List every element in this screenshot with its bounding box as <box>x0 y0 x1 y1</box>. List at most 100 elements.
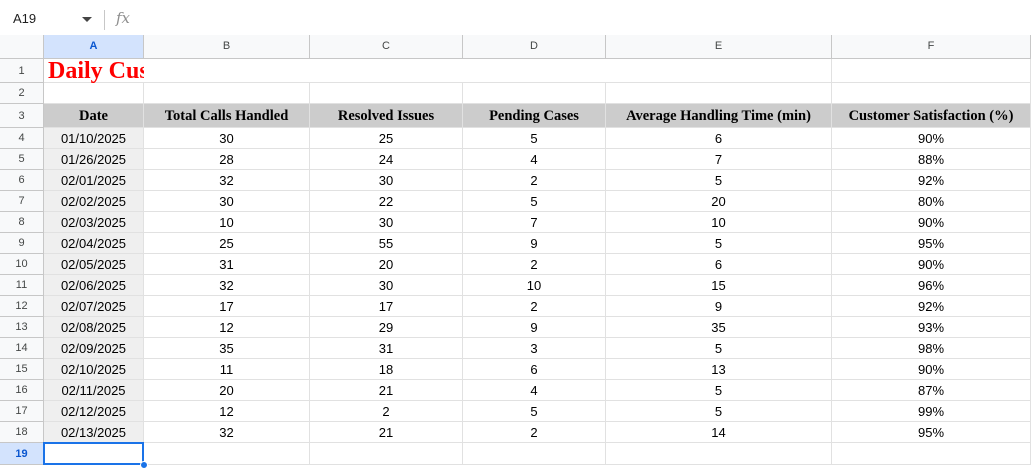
cell-d19[interactable] <box>463 443 606 465</box>
row-header-7[interactable]: 7 <box>0 191 44 212</box>
data-cell[interactable]: 5 <box>463 128 606 149</box>
data-cell[interactable]: 9 <box>463 317 606 338</box>
data-cell[interactable]: 25 <box>144 233 310 254</box>
cell-c19[interactable] <box>310 443 463 465</box>
row-header-16[interactable]: 16 <box>0 380 44 401</box>
row-header-3[interactable]: 3 <box>0 104 44 128</box>
cell-a2[interactable] <box>44 83 144 104</box>
data-cell[interactable]: 30 <box>310 275 463 296</box>
column-title-2[interactable]: Total Calls Handled <box>144 104 310 128</box>
data-cell[interactable]: 30 <box>144 128 310 149</box>
cell-f1[interactable] <box>832 59 1031 83</box>
data-cell[interactable]: 80% <box>832 191 1031 212</box>
data-cell[interactable]: 5 <box>606 170 832 191</box>
data-cell[interactable]: 92% <box>832 296 1031 317</box>
cell-f2[interactable] <box>832 83 1031 104</box>
row-header-5[interactable]: 5 <box>0 149 44 170</box>
fill-handle[interactable] <box>140 461 148 469</box>
cell-d2[interactable] <box>463 83 606 104</box>
data-cell[interactable]: 10 <box>463 275 606 296</box>
row-header-8[interactable]: 8 <box>0 212 44 233</box>
cell-c2[interactable] <box>310 83 463 104</box>
data-cell[interactable]: 7 <box>606 149 832 170</box>
data-cell[interactable]: 5 <box>606 233 832 254</box>
select-all-corner[interactable] <box>0 35 44 59</box>
data-cell[interactable]: 9 <box>606 296 832 317</box>
row-header-19[interactable]: 19 <box>0 443 44 465</box>
data-cell[interactable]: 32 <box>144 170 310 191</box>
date-cell[interactable]: 02/08/2025 <box>44 317 144 338</box>
data-cell[interactable]: 96% <box>832 275 1031 296</box>
data-cell[interactable]: 10 <box>144 212 310 233</box>
data-cell[interactable]: 90% <box>832 359 1031 380</box>
date-cell[interactable]: 02/06/2025 <box>44 275 144 296</box>
data-cell[interactable]: 95% <box>832 422 1031 443</box>
data-cell[interactable]: 93% <box>832 317 1031 338</box>
data-cell[interactable]: 11 <box>144 359 310 380</box>
column-title-3[interactable]: Resolved Issues <box>310 104 463 128</box>
data-cell[interactable]: 5 <box>463 191 606 212</box>
data-cell[interactable]: 4 <box>463 149 606 170</box>
data-cell[interactable]: 14 <box>606 422 832 443</box>
data-cell[interactable]: 92% <box>832 170 1031 191</box>
data-cell[interactable]: 21 <box>310 380 463 401</box>
date-cell[interactable]: 02/13/2025 <box>44 422 144 443</box>
data-cell[interactable]: 30 <box>310 170 463 191</box>
row-header-10[interactable]: 10 <box>0 254 44 275</box>
date-cell[interactable]: 02/02/2025 <box>44 191 144 212</box>
report-title[interactable]: Daily Customer Service Performance Repor… <box>44 59 507 83</box>
cell-d1[interactable] <box>463 59 606 83</box>
data-cell[interactable]: 32 <box>144 275 310 296</box>
row-header-15[interactable]: 15 <box>0 359 44 380</box>
data-cell[interactable]: 5 <box>606 380 832 401</box>
data-cell[interactable]: 90% <box>832 212 1031 233</box>
data-cell[interactable]: 90% <box>832 128 1031 149</box>
data-cell[interactable]: 6 <box>606 254 832 275</box>
data-cell[interactable]: 12 <box>144 317 310 338</box>
cell-b1[interactable] <box>144 59 310 83</box>
data-cell[interactable]: 3 <box>463 338 606 359</box>
data-cell[interactable]: 2 <box>463 422 606 443</box>
row-header-12[interactable]: 12 <box>0 296 44 317</box>
cell-e2[interactable] <box>606 83 832 104</box>
data-cell[interactable]: 2 <box>463 254 606 275</box>
date-cell[interactable]: 01/10/2025 <box>44 128 144 149</box>
column-header-b[interactable]: B <box>144 35 310 59</box>
data-cell[interactable]: 13 <box>606 359 832 380</box>
data-cell[interactable]: 35 <box>144 338 310 359</box>
row-header-18[interactable]: 18 <box>0 422 44 443</box>
date-cell[interactable]: 02/03/2025 <box>44 212 144 233</box>
column-title-1[interactable]: Date <box>44 104 144 128</box>
data-cell[interactable]: 9 <box>463 233 606 254</box>
data-cell[interactable]: 5 <box>606 401 832 422</box>
row-header-1[interactable]: 1 <box>0 59 44 83</box>
data-cell[interactable]: 2 <box>463 296 606 317</box>
data-cell[interactable]: 6 <box>463 359 606 380</box>
data-cell[interactable]: 30 <box>310 212 463 233</box>
date-cell[interactable]: 02/05/2025 <box>44 254 144 275</box>
data-cell[interactable]: 22 <box>310 191 463 212</box>
column-title-5[interactable]: Average Handling Time (min) <box>606 104 832 128</box>
data-cell[interactable]: 15 <box>606 275 832 296</box>
data-cell[interactable]: 10 <box>606 212 832 233</box>
data-cell[interactable]: 21 <box>310 422 463 443</box>
data-cell[interactable]: 2 <box>463 170 606 191</box>
data-cell[interactable]: 55 <box>310 233 463 254</box>
data-cell[interactable]: 20 <box>310 254 463 275</box>
name-box[interactable]: A19 <box>0 5 100 33</box>
cell-b19[interactable] <box>144 443 310 465</box>
data-cell[interactable]: 99% <box>832 401 1031 422</box>
date-cell[interactable]: 02/11/2025 <box>44 380 144 401</box>
cell-e19[interactable] <box>606 443 832 465</box>
column-header-e[interactable]: E <box>606 35 832 59</box>
data-cell[interactable]: 20 <box>606 191 832 212</box>
data-cell[interactable]: 90% <box>832 254 1031 275</box>
data-cell[interactable]: 5 <box>463 401 606 422</box>
data-cell[interactable]: 31 <box>310 338 463 359</box>
column-header-d[interactable]: D <box>463 35 606 59</box>
data-cell[interactable]: 30 <box>144 191 310 212</box>
data-cell[interactable]: 88% <box>832 149 1031 170</box>
data-cell[interactable]: 87% <box>832 380 1031 401</box>
data-cell[interactable]: 95% <box>832 233 1031 254</box>
data-cell[interactable]: 6 <box>606 128 832 149</box>
